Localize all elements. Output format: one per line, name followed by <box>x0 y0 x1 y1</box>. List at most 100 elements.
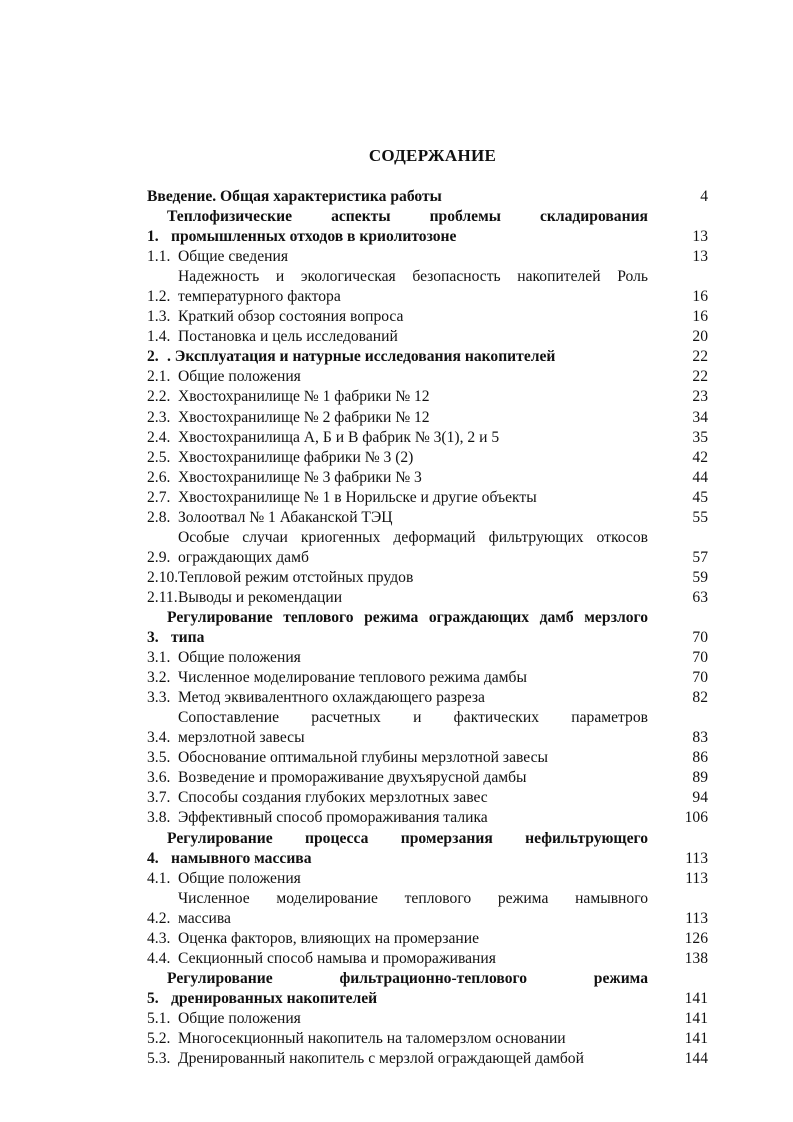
toc-title-line: промышленных отходов в криолитозоне <box>171 228 457 246</box>
toc-number: 2.10. <box>147 568 179 586</box>
toc-section: 2.2. Хвостохранилище № 1 фабрики № 12 23 <box>147 387 708 407</box>
toc-title-line: Способы создания глубоких мерзлотных зав… <box>178 789 488 807</box>
toc-number: 4.3. <box>147 929 171 947</box>
toc-page-number: 59 <box>692 568 708 586</box>
toc-number: 5.3. <box>147 1050 171 1068</box>
toc-page-number: 4 <box>700 188 708 205</box>
toc-title: Численное моделирование теплового режима… <box>178 889 648 929</box>
toc-number: 3.7. <box>147 789 171 807</box>
toc-page-number: 138 <box>684 949 708 967</box>
toc-title: Золоотвал № 1 Абаканской ТЭЦ <box>178 508 648 528</box>
toc-section: 5.3. Дренированный накопитель с мерзлой о… <box>147 1049 708 1069</box>
toc-section: 1.3. Краткий обзор состояния вопроса 16 <box>147 307 708 327</box>
toc-title-line: температурного фактора <box>178 288 341 306</box>
toc-section: 3.4. Сопоставление расчетных и фактически… <box>147 708 708 748</box>
toc-title: Выводы и рекомендации <box>178 588 648 608</box>
toc-number: 3.5. <box>147 749 171 767</box>
toc-number: 2.3. <box>147 408 171 426</box>
toc-title: Секционный способ намыва и промораживани… <box>178 949 648 969</box>
toc-page-number: 82 <box>692 689 708 707</box>
toc-page-number: 126 <box>684 929 708 947</box>
toc-number: 2.5. <box>147 448 171 466</box>
toc-page-number: 23 <box>692 388 708 406</box>
toc-title: Краткий обзор состояния вопроса <box>178 307 648 327</box>
toc-section: 1.4. Постановка и цель исследований 20 <box>147 327 708 347</box>
toc-page-number: 22 <box>692 348 708 366</box>
toc-number: 5.2. <box>147 1029 171 1047</box>
toc-title: Хвостохранилище № 1 в Норильске и другие… <box>178 488 648 508</box>
toc-number: 2.7. <box>147 488 171 506</box>
toc-title-line: Введение. Общая характеристика работы <box>147 188 442 205</box>
toc-section: 4.3. Оценка факторов, влияющих на промерз… <box>147 929 708 949</box>
toc-title-line: Хвостохранилище фабрики № 3 (2) <box>178 448 414 466</box>
toc-title-line: Особые случаи криогенных деформаций филь… <box>178 528 648 546</box>
toc-title: Эффективный способ промораживания талика <box>178 808 648 828</box>
toc-title: Регулирование теплового режима ограждающ… <box>167 608 648 648</box>
toc-section: 2.6. Хвостохранилище № 3 фабрики № 3 44 <box>147 468 708 488</box>
toc-title-line: Хвостохранилища А, Б и В фабрик № 3(1), … <box>178 428 500 446</box>
toc-title: Тепловой режим отстойных прудов <box>178 568 648 588</box>
toc-page-number: 16 <box>692 308 708 326</box>
toc-title: Дренированный накопитель с мерзлой ограж… <box>178 1049 648 1069</box>
toc-title: . Эксплуатация и натурные исследования н… <box>167 347 648 367</box>
toc-title-line: Тепловой режим отстойных прудов <box>178 568 414 586</box>
toc-page-number: 141 <box>684 1009 708 1027</box>
toc-title-line: Общие положения <box>178 649 301 667</box>
toc-page-number: 144 <box>684 1050 708 1068</box>
toc-title: Регулирование фильтрационно-теплового ре… <box>167 969 648 1009</box>
toc-title: Особые случаи криогенных деформаций филь… <box>178 528 648 568</box>
toc-number: 5.1. <box>147 1009 171 1027</box>
toc-chapter: Введение. Общая характеристика работы 4 <box>147 187 708 207</box>
toc-page-number: 113 <box>685 849 708 867</box>
toc-title-line: Возведение и промораживание двухъярусной… <box>178 769 527 787</box>
toc-title: Хвостохранилище фабрики № 3 (2) <box>178 448 648 468</box>
toc-title: Возведение и промораживание двухъярусной… <box>178 768 648 788</box>
toc-title: Обоснование оптимальной глубины мерзлотн… <box>178 748 648 768</box>
toc-page-number: 89 <box>692 769 708 787</box>
toc-title-line: Численное моделирование теплового режима… <box>178 889 648 907</box>
toc-number: 1.1. <box>147 248 171 266</box>
toc-title-line: типа <box>171 629 205 647</box>
toc-title-line: Золоотвал № 1 Абаканской ТЭЦ <box>178 508 393 526</box>
toc-page-number: 13 <box>692 228 708 246</box>
toc-section: 3.8. Эффективный способ промораживания та… <box>147 808 708 828</box>
toc-title-line: Общие сведения <box>178 248 288 266</box>
toc-title-line: Секционный способ намыва и промораживани… <box>178 949 496 967</box>
toc-title-line: массива <box>178 909 231 927</box>
toc-chapter: 4. Регулирование процесса промерзания неф… <box>147 829 708 869</box>
toc-title-line: Постановка и цель исследований <box>178 328 398 346</box>
toc-page-number: 44 <box>692 468 708 486</box>
toc-page-number: 141 <box>684 989 708 1007</box>
toc-title-line: Регулирование теплового режима ограждающ… <box>167 608 648 626</box>
toc-title-line: Надежность и экологическая безопасность … <box>178 268 648 286</box>
toc-title: Хвостохранилище № 2 фабрики № 12 <box>178 408 648 428</box>
toc-number: 3.8. <box>147 809 171 827</box>
toc-section: 2.4. Хвостохранилища А, Б и В фабрик № 3(… <box>147 428 708 448</box>
toc-page-number: 57 <box>692 548 708 566</box>
toc-section: 2.7. Хвостохранилище № 1 в Норильске и др… <box>147 488 708 508</box>
toc-title: Регулирование процесса промерзания нефил… <box>167 829 648 869</box>
toc-chapter: 5. Регулирование фильтрационно-теплового … <box>147 969 708 1009</box>
toc-page-number: 83 <box>692 729 708 747</box>
toc-number: 1.3. <box>147 308 171 326</box>
toc-title-line: ограждающих дамб <box>178 548 309 566</box>
toc-section: 4.4. Секционный способ намыва и проморажи… <box>147 949 708 969</box>
toc-section: 4.2. Численное моделирование теплового ре… <box>147 889 708 929</box>
toc-title-line: Общие положения <box>178 869 301 887</box>
table-of-contents: Введение. Общая характеристика работы 4 1.… <box>147 187 708 1069</box>
toc-number: 1. <box>147 228 159 246</box>
toc-title-line: Общие положения <box>178 1009 301 1027</box>
toc-chapter: 2. . Эксплуатация и натурные исследования… <box>147 347 708 367</box>
toc-title: Хвостохранилище № 3 фабрики № 3 <box>178 468 648 488</box>
page-title: СОДЕРЖАНИЕ <box>368 146 497 165</box>
toc-title-line: Обоснование оптимальной глубины мерзлотн… <box>178 749 548 767</box>
toc-title: Метод эквивалентного охлаждающего разрез… <box>178 688 648 708</box>
toc-title-line: Регулирование процесса промерзания нефил… <box>167 829 648 847</box>
toc-chapter: 3. Регулирование теплового режима огражда… <box>147 608 708 648</box>
toc-title: Общие положения <box>178 648 648 668</box>
toc-title-line: Хвостохранилище № 1 фабрики № 12 <box>178 388 430 406</box>
toc-number: 5. <box>147 989 159 1007</box>
toc-page-number: 70 <box>692 649 708 667</box>
toc-page-number: 141 <box>684 1029 708 1047</box>
toc-section: 3.5. Обоснование оптимальной глубины мерз… <box>147 748 708 768</box>
